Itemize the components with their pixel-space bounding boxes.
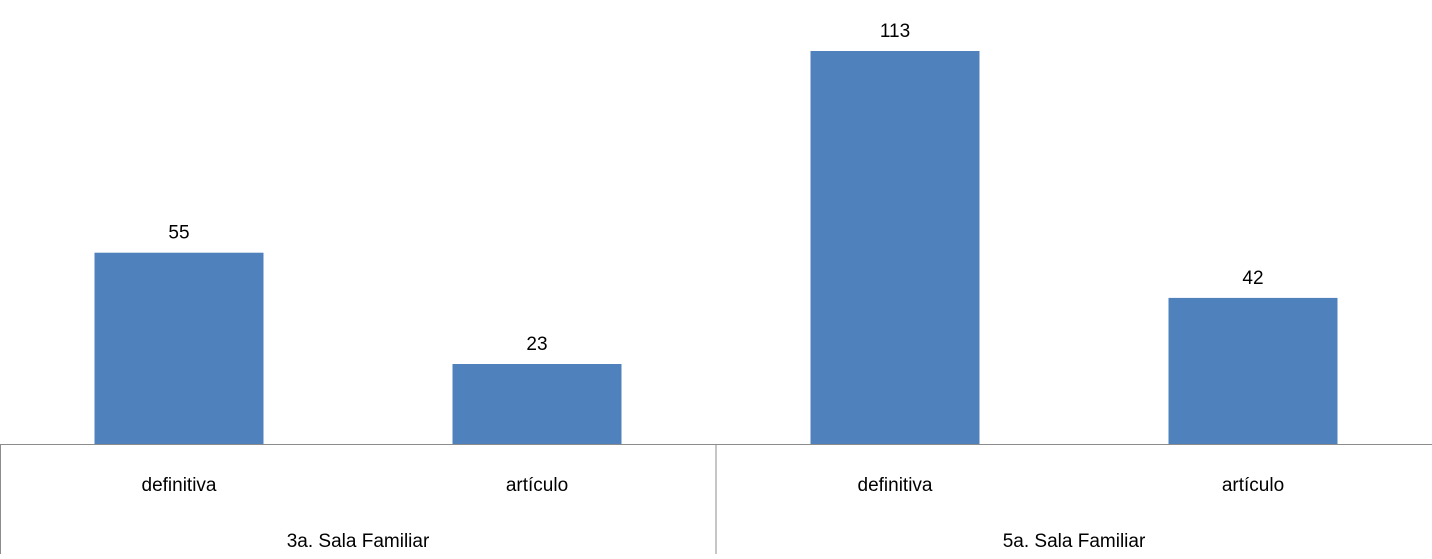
bar-group-1-articulo: [452, 364, 622, 444]
bars-layer: [94, 51, 1338, 444]
data-label-group-2-articulo: 42: [1242, 268, 1263, 289]
data-label-group-1-definitiva: 55: [168, 223, 189, 244]
category-label-group-2-articulo: artículo: [1222, 475, 1284, 496]
category-label-group-1-definitiva: definitiva: [142, 475, 217, 496]
category-label-group-2-definitiva: definitiva: [858, 475, 933, 496]
data-label-group-1-articulo: 23: [526, 334, 547, 355]
bar-group-2-definitiva: [810, 51, 980, 444]
group-label-1: 3a. Sala Familiar: [287, 531, 430, 552]
labels-layer: 55 definitiva 23 artículo 113 definitiva 42 art…: [142, 21, 1285, 552]
bar-group-1-definitiva: [94, 252, 264, 444]
data-label-group-2-definitiva: 113: [880, 21, 910, 42]
category-label-group-1-articulo: artículo: [506, 475, 568, 496]
bar-group-2-articulo: [1168, 297, 1338, 444]
group-label-2: 5a. Sala Familiar: [1003, 531, 1146, 552]
axis-layer: [0, 444, 1432, 554]
